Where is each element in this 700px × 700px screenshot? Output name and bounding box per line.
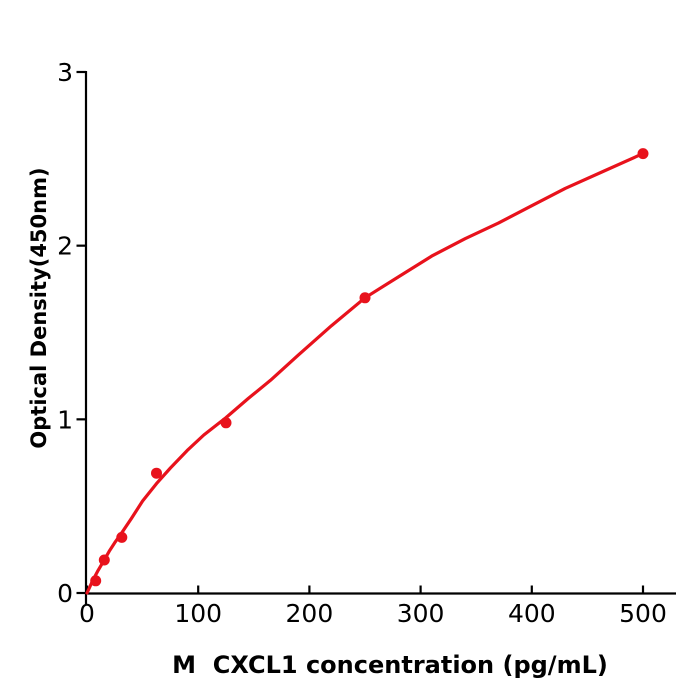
x-tick-label: 100: [174, 599, 222, 628]
y-tick-label: 1: [57, 405, 73, 434]
y-axis-ticks: [76, 70, 86, 595]
x-axis-title: M CXCL1 concentration (pg/mL): [172, 651, 608, 679]
y-tick-label: 3: [57, 58, 73, 87]
data-point: [116, 531, 128, 543]
x-tick-label: 300: [397, 599, 445, 628]
x-tick-label: 200: [286, 599, 334, 628]
data-point: [90, 575, 102, 587]
data-point: [637, 148, 649, 160]
x-tick-label: 500: [619, 599, 667, 628]
x-axis-tick-labels: 0 100 200 300 400 500: [79, 599, 667, 628]
standard-curve-path: [85, 152, 645, 595]
data-point: [220, 417, 232, 429]
y-tick-label: 0: [57, 579, 73, 608]
data-points: [90, 148, 649, 587]
y-axis-title: Optical Density(450nm): [27, 167, 51, 448]
y-tick-label: 2: [57, 232, 73, 261]
x-tick-label: 400: [508, 599, 556, 628]
data-point: [151, 467, 162, 479]
fitted-curve-line: [85, 152, 645, 595]
data-point: [98, 554, 110, 566]
y-axis-tick-labels: 0 1 2 3: [57, 58, 73, 608]
x-tick-label: 0: [79, 599, 95, 628]
axes-spines: [84, 71, 676, 604]
data-point: [359, 292, 371, 304]
